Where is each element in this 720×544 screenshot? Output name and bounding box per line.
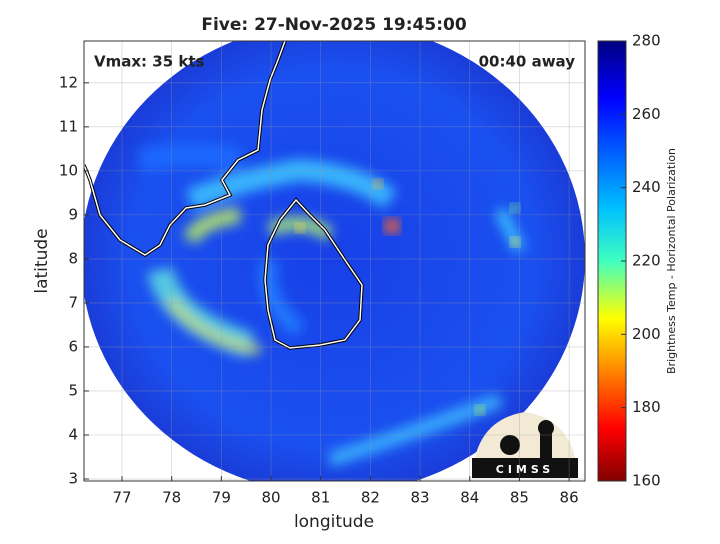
annotation: 00:40 away: [479, 53, 576, 71]
logo-text: CIMSS: [496, 463, 554, 476]
x-tick-label: 85: [510, 489, 529, 507]
x-tick-label: 81: [311, 489, 330, 507]
y-tick-label: 6: [68, 337, 78, 355]
colorbar-tick-label: 160: [632, 472, 661, 490]
colorbar-tick-label: 200: [632, 325, 661, 343]
y-tick-label: 8: [68, 249, 78, 267]
y-tick-label: 3: [68, 470, 78, 488]
axes-frame: [83, 40, 586, 482]
x-axis-label: longitude: [294, 512, 374, 532]
y-tick-label: 7: [68, 293, 78, 311]
grid: [84, 41, 585, 481]
x-tick-label: 78: [162, 489, 181, 507]
x-tick-label: 86: [560, 489, 579, 507]
y-axis-label: latitude: [32, 228, 52, 293]
colorbar-tick-label: 180: [632, 398, 661, 416]
cimss-logo: CIMSS: [472, 412, 578, 478]
x-tick-label: 82: [361, 489, 380, 507]
colorbar-tick-label: 260: [632, 105, 661, 123]
y-tick-label: 5: [68, 381, 78, 399]
x-tick-label: 80: [261, 489, 280, 507]
x-tick-label: 83: [411, 489, 430, 507]
chart-title: Five: 27-Nov-2025 19:45:00: [201, 15, 466, 35]
y-tick-label: 11: [59, 117, 78, 135]
annotation: Vmax: 35 kts: [94, 53, 204, 71]
imagery: CIMSS: [84, 41, 585, 481]
y-tick-label: 10: [59, 161, 78, 179]
colorbar-tick-label: 240: [632, 178, 661, 196]
y-tick-label: 9: [68, 205, 78, 223]
colorbar-tick-label: 280: [632, 32, 661, 50]
y-tick-label: 4: [68, 425, 78, 443]
colorbar-label: Brightness Temp - Horizontal Polarizatio…: [665, 148, 678, 374]
x-tick-label: 79: [212, 489, 231, 507]
colorbar-tick-label: 220: [632, 252, 661, 270]
x-tick-label: 84: [460, 489, 479, 507]
x-tick-label: 77: [112, 489, 131, 507]
y-tick-label: 12: [59, 73, 78, 91]
